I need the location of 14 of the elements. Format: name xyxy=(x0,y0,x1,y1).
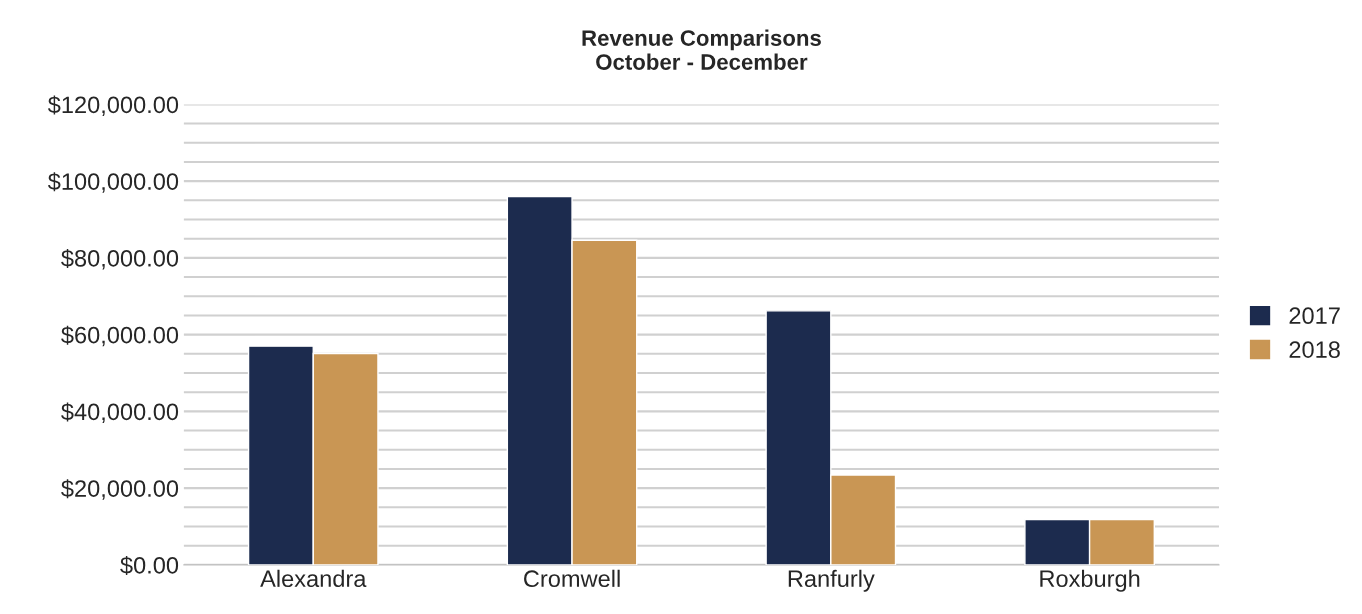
x-tick-label: Alexandra xyxy=(260,569,367,588)
y-tick-label: $100,000.00 xyxy=(47,172,179,193)
y-tick-label: $80,000.00 xyxy=(61,248,179,270)
x-tick-label: Cromwell xyxy=(524,569,620,588)
y-tick-label: $120,000.00 xyxy=(47,95,179,116)
x-tick-label: Ranfurly xyxy=(788,569,875,592)
y-tick-label: $60,000.00 xyxy=(61,325,179,347)
x-tick-label: Roxburgh xyxy=(1040,569,1140,592)
y-tick-label: $20,000.00 xyxy=(61,479,179,500)
legend-label: 2017 xyxy=(1289,307,1340,325)
y-tick-label: $0.00 xyxy=(120,555,179,576)
chart-title: Revenue Comparisons October - December xyxy=(582,29,821,70)
legend-label: 2018 xyxy=(1289,341,1340,358)
y-tick-label: $40,000.00 xyxy=(61,402,179,423)
